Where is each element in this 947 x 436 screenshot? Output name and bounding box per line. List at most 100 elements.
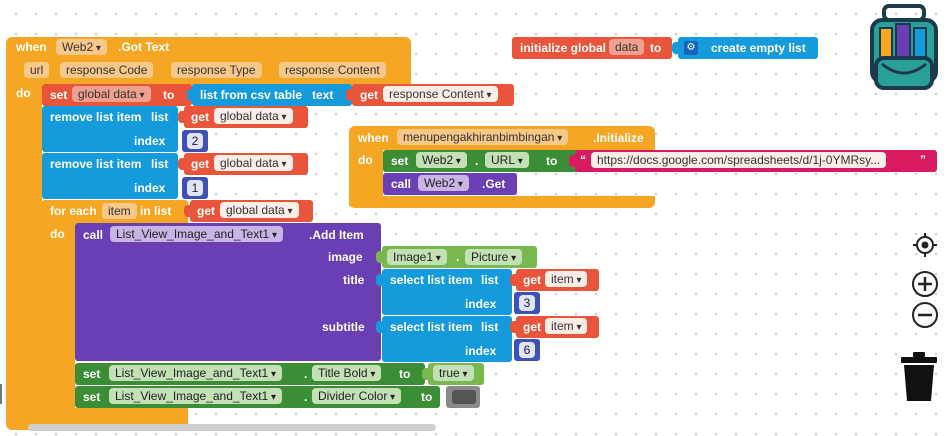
url-property-dropdown[interactable]: URL — [485, 152, 529, 168]
param-response-content[interactable]: response Content — [279, 62, 386, 78]
divider-property-dropdown[interactable]: Divider Color — [312, 388, 402, 404]
get-item-dropdown[interactable]: item — [545, 271, 588, 287]
to-label: to — [546, 154, 558, 168]
remove-list-item-block-2[interactable] — [42, 153, 178, 199]
remove-list-label: list — [151, 157, 169, 171]
set-label: set — [391, 154, 409, 168]
remove-index-label: index — [134, 134, 166, 148]
set-label: set — [83, 367, 101, 381]
get-label: get — [360, 88, 378, 102]
when-label: when — [358, 131, 389, 145]
call-component-dropdown[interactable]: List_View_Image_and_Text1 — [110, 226, 284, 242]
to-label: to — [399, 367, 411, 381]
zoom-out-icon[interactable] — [911, 301, 939, 329]
boolean-dropdown[interactable]: true — [433, 365, 474, 381]
dot-separator: . — [456, 250, 460, 264]
get-method-label: .Get — [482, 177, 506, 191]
close-quote: ” — [920, 153, 926, 167]
dot-separator: . — [304, 390, 308, 404]
remove-list-item-block-1[interactable] — [42, 106, 178, 152]
gear-icon[interactable]: ⚙ — [684, 41, 698, 55]
get-label: get — [523, 320, 541, 334]
event-name: .Got Text — [118, 40, 170, 54]
image-property-dropdown[interactable]: Picture — [465, 249, 523, 265]
color-swatch[interactable] — [452, 390, 476, 404]
remove-list-label: list — [151, 110, 169, 124]
dot-separator: . — [475, 154, 479, 168]
zoom-in-icon[interactable] — [911, 270, 939, 298]
title-bold-component-dropdown[interactable]: List_View_Image_and_Text1 — [109, 365, 283, 381]
select-list-label: list — [481, 273, 499, 287]
call-web2-component-dropdown[interactable]: Web2 — [418, 175, 469, 191]
number-field-3[interactable]: 3 — [519, 295, 535, 311]
when-label: when — [16, 40, 47, 54]
call-add-item-block[interactable] — [75, 223, 381, 361]
get-global-data-dropdown[interactable]: global data — [214, 108, 293, 124]
remove-label: remove list item — [50, 110, 142, 124]
number-field-1[interactable]: 1 — [187, 180, 203, 196]
screen-dropdown[interactable]: menupengakhiranbimbingan — [397, 129, 569, 145]
select-list-label: list — [481, 320, 499, 334]
dot-separator: . — [304, 367, 308, 381]
target-icon[interactable] — [912, 232, 938, 258]
number-field-6[interactable]: 6 — [519, 342, 535, 358]
for-each-label: for each — [50, 204, 97, 218]
remove-index-label: index — [134, 181, 166, 195]
select-list-item-label: select list item — [390, 273, 473, 287]
backpack-icon[interactable] — [866, 4, 942, 100]
call-method-label: .Add Item — [309, 228, 364, 242]
select-list-item-label: select list item — [390, 320, 473, 334]
call-label: call — [391, 177, 412, 191]
param-url[interactable]: url — [24, 62, 50, 78]
initialize-global-label: initialize global — [520, 41, 607, 55]
scrollbar-edge — [0, 384, 2, 404]
set-var-dropdown[interactable]: global data — [72, 86, 151, 102]
get-response-content-dropdown[interactable]: response Content — [383, 86, 498, 102]
create-empty-list-label: create empty list — [711, 41, 806, 55]
call-label: call — [83, 228, 104, 242]
csv-text-label: text — [312, 88, 334, 102]
image-param-label: image — [328, 250, 363, 264]
trash-icon[interactable] — [900, 352, 938, 402]
select-index-label: index — [465, 297, 497, 311]
set-label: set — [50, 88, 68, 102]
title-param-label: title — [343, 273, 365, 287]
list-from-csv-block[interactable] — [192, 84, 352, 106]
select-list-item-subtitle-block[interactable] — [382, 316, 512, 362]
horizontal-scrollbar[interactable] — [28, 424, 436, 431]
title-bold-property-dropdown[interactable]: Title Bold — [312, 365, 382, 381]
initialize-event-label: .Initialize — [593, 131, 644, 145]
get-global-data-dropdown[interactable]: global data — [214, 155, 293, 171]
image-component-dropdown[interactable]: Image1 — [387, 249, 447, 265]
url-text-field[interactable]: https://docs.google.com/spreadsheets/d/1… — [591, 152, 887, 168]
open-quote: “ — [580, 153, 586, 167]
get-global-data-dropdown[interactable]: global data — [220, 202, 299, 218]
subtitle-param-label: subtitle — [322, 320, 365, 334]
do-label: do — [358, 153, 373, 167]
divider-component-dropdown[interactable]: List_View_Image_and_Text1 — [109, 388, 283, 404]
param-response-type[interactable]: response Type — [171, 62, 262, 78]
select-index-label: index — [465, 344, 497, 358]
remove-label: remove list item — [50, 157, 142, 171]
get-label: get — [523, 273, 541, 287]
to-label: to — [421, 390, 433, 404]
set-web2-component-dropdown[interactable]: Web2 — [416, 152, 467, 168]
get-label: get — [197, 204, 215, 218]
create-empty-list-block[interactable] — [678, 37, 818, 59]
get-label: get — [191, 110, 209, 124]
set-to-label: to — [163, 88, 175, 102]
do-label: do — [16, 86, 31, 100]
for-each-do-label: do — [50, 227, 65, 241]
to-label: to — [650, 41, 662, 55]
global-name-field[interactable]: data — [609, 39, 645, 55]
param-response-code[interactable]: response Code — [60, 62, 154, 78]
in-list-label: in list — [140, 204, 172, 218]
set-label: set — [83, 390, 101, 404]
event-component-dropdown[interactable]: Web2 — [56, 39, 107, 55]
for-each-item-param[interactable]: item — [102, 203, 137, 219]
list-from-csv-label: list from csv table — [200, 88, 303, 102]
get-item-dropdown[interactable]: item — [545, 318, 588, 334]
select-list-item-title-block[interactable] — [382, 269, 512, 315]
get-label: get — [191, 157, 209, 171]
number-field-2[interactable]: 2 — [187, 133, 203, 149]
